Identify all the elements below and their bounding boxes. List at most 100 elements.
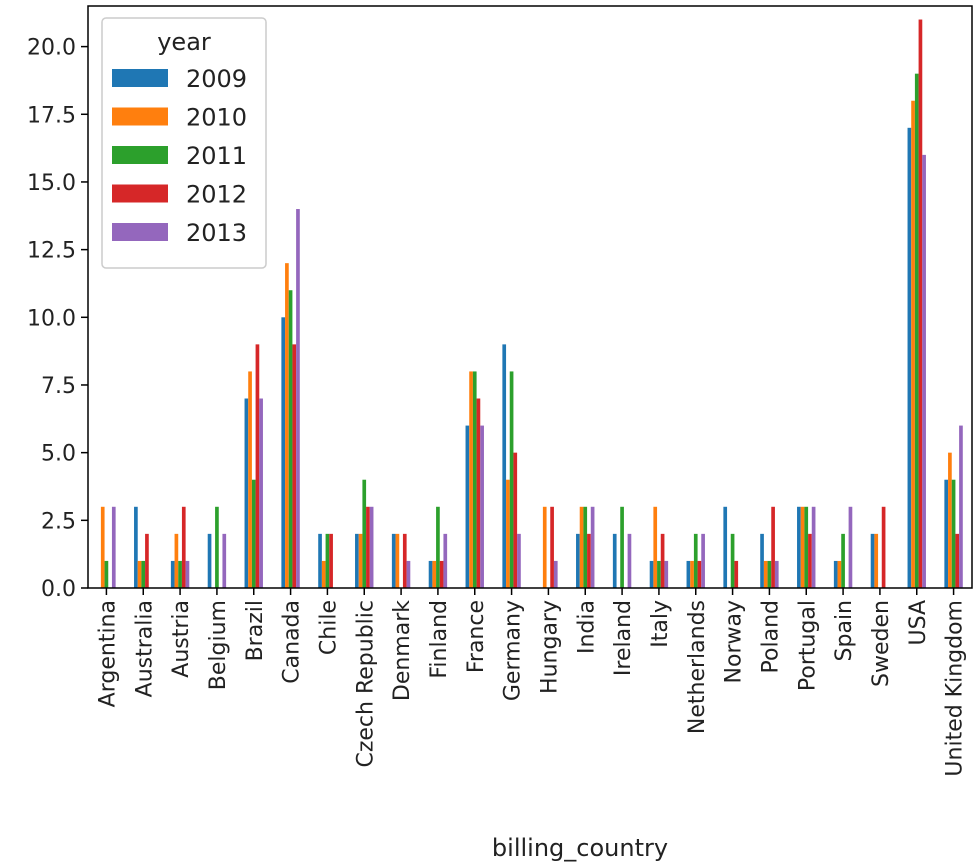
bar-2012-italy <box>660 533 665 588</box>
bar-2013-india <box>590 506 595 588</box>
bar-2012-poland <box>771 506 775 588</box>
bar-2011-chile <box>325 533 330 588</box>
bar-2010-united-kingdom <box>948 452 952 588</box>
bar-2012-united-kingdom <box>955 533 960 588</box>
bar-2009-ireland <box>612 533 617 588</box>
bar-2011-united-kingdom <box>951 479 956 588</box>
bar-2009-belgium <box>207 533 212 588</box>
bar-2009-portugal <box>797 506 801 588</box>
bar-2013-denmark <box>406 560 411 588</box>
legend-swatch-2011 <box>112 146 168 164</box>
x-tick-label: Chile <box>316 600 341 655</box>
x-tick-label: Czech Republic <box>353 600 378 768</box>
bar-2009-usa <box>907 127 912 588</box>
bar-2011-czech-republic <box>362 479 367 588</box>
bar-2011-canada <box>288 290 293 588</box>
bar-2010-netherlands <box>690 560 694 588</box>
x-tick-label: Italy <box>648 600 673 648</box>
x-tick-label: Finland <box>427 600 452 679</box>
y-tick-label: 5.0 <box>41 442 76 467</box>
bar-2009-canada <box>281 317 286 588</box>
bar-2009-united-kingdom <box>944 479 949 588</box>
bar-2013-brazil <box>259 398 263 588</box>
x-axis-label: billing_country <box>492 834 668 862</box>
bar-2010-spain <box>837 560 842 588</box>
y-tick-label: 17.5 <box>27 103 76 128</box>
bar-2013-france <box>480 425 484 588</box>
bar-2010-denmark <box>395 533 400 588</box>
bar-2013-belgium <box>222 533 227 588</box>
x-tick-label: Austria <box>169 600 194 678</box>
x-tick-label: Argentina <box>95 600 120 707</box>
bar-2010-australia <box>137 560 142 588</box>
bar-2013-spain <box>848 506 853 588</box>
bar-2009-norway <box>723 506 728 588</box>
bar-2012-denmark <box>402 533 407 588</box>
bar-2012-finland <box>439 560 444 588</box>
x-tick-label: Portugal <box>795 600 820 691</box>
bar-2011-austria <box>178 560 182 588</box>
bar-2013-italy <box>664 560 669 588</box>
bar-2010-italy <box>653 506 658 588</box>
y-tick-label: 15.0 <box>27 171 76 196</box>
x-tick-label: Denmark <box>390 600 415 701</box>
bar-2012-brazil <box>255 344 260 588</box>
bar-2009-chile <box>318 533 322 588</box>
bar-2013-poland <box>774 560 779 588</box>
x-tick-label: Hungary <box>537 600 562 694</box>
bar-2011-portugal <box>804 506 809 588</box>
bar-2013-finland <box>443 533 448 588</box>
x-tick-label: Canada <box>280 600 305 684</box>
bar-2013-portugal <box>811 506 816 588</box>
bar-2011-spain <box>841 533 845 588</box>
bar-2011-italy <box>657 560 661 588</box>
bar-2010-usa <box>911 100 915 589</box>
bar-2011-finland <box>436 506 440 588</box>
bar-2009-spain <box>833 560 838 588</box>
x-tick-label: Belgium <box>206 600 231 690</box>
bar-2011-netherlands <box>693 533 698 588</box>
bar-2013-germany <box>517 533 521 588</box>
bar-2011-india <box>583 506 588 588</box>
bar-2013-argentina <box>111 506 116 588</box>
x-tick-label: Australia <box>132 600 157 697</box>
y-tick-label: 12.5 <box>27 239 76 264</box>
bar-2011-poland <box>767 560 772 588</box>
x-tick-label: Spain <box>832 600 857 661</box>
y-tick-label: 7.5 <box>41 374 76 399</box>
bar-2013-ireland <box>627 533 632 588</box>
legend: year 2009 2010 2011 2012 2013 <box>101 17 267 269</box>
legend-swatch-2012 <box>112 184 168 203</box>
bar-2010-argentina <box>100 506 105 588</box>
bar-2009-austria <box>170 560 175 588</box>
x-tick-label: France <box>464 600 489 673</box>
bar-2012-germany <box>513 452 518 588</box>
bar-2011-brazil <box>251 479 256 588</box>
bar-2009-denmark <box>391 533 396 588</box>
bar-2013-netherlands <box>701 533 705 588</box>
bar-2009-germany <box>502 344 507 588</box>
bar-2011-usa <box>914 73 919 589</box>
bar-2009-india <box>576 533 580 588</box>
x-tick-label: Norway <box>722 600 747 683</box>
y-tick-label: 2.5 <box>41 509 76 534</box>
bar-2012-austria <box>181 506 186 588</box>
bar-2010-chile <box>321 560 326 588</box>
legend-label-2011: 2011 <box>186 142 247 170</box>
bar-2012-chile <box>329 533 333 588</box>
bar-2013-czech-republic <box>369 506 374 588</box>
y-tick-label: 10.0 <box>27 306 76 331</box>
bar-2012-portugal <box>808 533 812 588</box>
bar-2012-norway <box>734 560 739 588</box>
bar-2012-netherlands <box>697 560 702 588</box>
bar-2009-italy <box>649 560 654 588</box>
legend-swatch-2013 <box>112 223 168 241</box>
legend-label-2013: 2013 <box>186 219 247 247</box>
x-tick-label: Brazil <box>243 600 268 661</box>
bar-2012-hungary <box>550 506 554 588</box>
bar-2012-sweden <box>881 506 886 588</box>
bar-2010-finland <box>432 560 437 588</box>
y-tick-label: 0.0 <box>41 577 76 602</box>
bar-2012-australia <box>145 533 149 588</box>
bar-2013-austria <box>185 560 190 588</box>
